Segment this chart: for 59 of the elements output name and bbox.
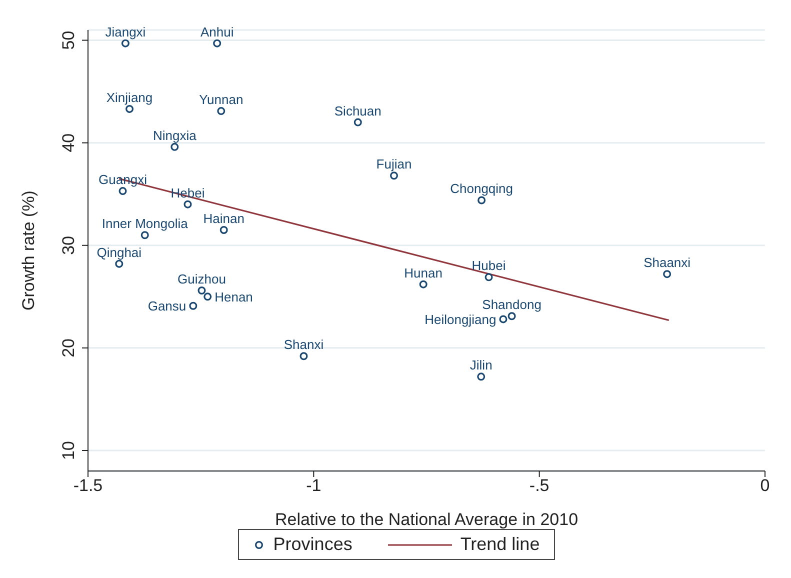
annotation: Guizhou [178,272,226,286]
y-tick-label: 20 [59,338,78,358]
annotation: Fujian [376,156,412,172]
annotation: Hunan [404,265,442,280]
point [663,270,672,278]
x-axis-title: Relative to the National Average in 2010 [274,510,578,529]
annotation: Qinghai [96,244,142,260]
y-tick-label: 30 [59,236,78,255]
y-tick-label: 50 [59,30,78,50]
point [300,352,308,360]
annotation: Ningxia [152,128,198,143]
annotation: Jiangxi [105,24,146,40]
annotation: Jilin [470,358,492,373]
point [390,172,398,180]
point [204,292,212,301]
point [198,286,206,294]
point [508,312,516,320]
point [478,196,486,204]
x-tick-label: 0 [760,476,770,496]
point [170,142,179,151]
x-tick-label: -1.5 [73,476,103,496]
legend-label: Provinces [272,534,352,555]
point [184,200,192,208]
annotation: Shanxi [284,337,324,352]
annotation: Sichuan [334,103,382,118]
y-tick-label: 10 [59,441,78,460]
point [477,372,486,381]
annotation: Shandong [482,297,542,312]
y-axis-title: Growth rate (%) [19,190,38,310]
annotation: Shaanxi [644,255,691,270]
point [118,187,127,196]
annotation: Heilongjiang [424,312,496,327]
point [354,118,362,126]
point [213,39,222,48]
annotation: Anhui [200,24,234,40]
annotation: Inner Mongolia [102,216,189,232]
point [126,104,134,113]
annotation: Yunnan [199,92,244,108]
point [121,39,130,48]
x-tick-label: -1 [306,476,322,496]
annotation: Xinjiang [106,90,153,105]
point [115,260,124,268]
point [217,107,226,116]
point [140,231,149,240]
annotation: Hubei [472,258,506,274]
annotation: Guangxi [98,172,148,188]
y-tick-label: 40 [59,133,78,152]
annotation: Hebei [170,185,205,200]
point [189,302,198,310]
x-tick-label: -.5 [529,476,550,496]
legend-label: Trend line [459,534,540,555]
point [499,315,508,324]
annotation: Hainan [203,210,244,226]
annotation: Henan [214,289,253,304]
point [419,280,428,288]
annotation: Chongqing [450,181,514,196]
annotation: Gansu [148,298,186,314]
point [484,273,493,282]
point [220,226,228,234]
